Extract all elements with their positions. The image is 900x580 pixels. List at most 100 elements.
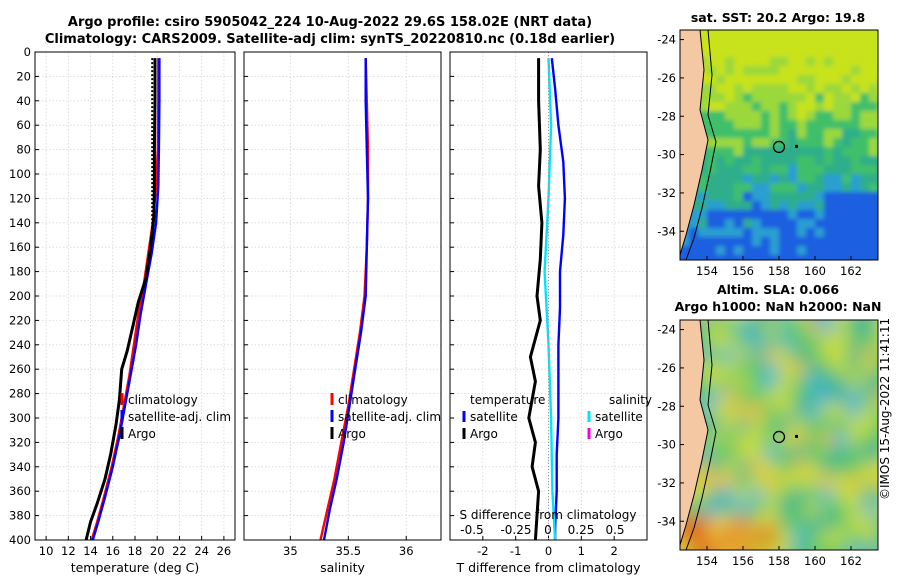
map-cell [860, 93, 870, 103]
map-cell [770, 84, 780, 94]
map-cell [806, 246, 816, 256]
map-cell [779, 129, 789, 139]
map-cell [869, 183, 878, 193]
map-cell [860, 192, 870, 202]
map-cell [736, 390, 751, 405]
map-cell [851, 39, 861, 49]
map-cell [689, 246, 699, 256]
map-cell [860, 210, 870, 220]
map-cell [851, 75, 861, 85]
map-cell [770, 156, 780, 166]
map-cell [842, 120, 852, 130]
map-cell [725, 156, 735, 166]
map-cell [764, 390, 779, 405]
map-cell [779, 246, 789, 256]
map-cell [869, 192, 878, 202]
map-cell [806, 334, 821, 349]
map-cell [851, 228, 861, 238]
map-cell [761, 66, 771, 76]
map-cell [806, 165, 816, 175]
map-cell [761, 192, 771, 202]
map-cell [694, 502, 709, 517]
map-cell [750, 516, 765, 531]
x-tick-label: 36 [399, 544, 414, 558]
map-cell [743, 192, 753, 202]
map-cell [698, 30, 708, 40]
map-cell [806, 156, 816, 166]
map-cell [680, 530, 681, 545]
map-cell [860, 219, 870, 229]
map-cell [750, 488, 765, 503]
map-cell [764, 376, 779, 391]
map-cell [797, 120, 807, 130]
map-cell [788, 57, 798, 67]
map-cell [761, 75, 771, 85]
map-cell [792, 446, 807, 461]
land-mass [680, 320, 709, 546]
map-cell [797, 129, 807, 139]
map-cell [876, 530, 878, 545]
map-cell [752, 174, 762, 184]
map-cell [820, 320, 835, 321]
map-cell [834, 404, 849, 419]
map-cell [806, 376, 821, 391]
map-cell [761, 138, 771, 148]
map-cell [707, 111, 717, 121]
map-cell [725, 138, 735, 148]
map-cell [698, 174, 708, 184]
map-cell [890, 530, 900, 545]
map-cell [890, 376, 900, 391]
map-cell [764, 544, 779, 550]
map-cell [734, 138, 744, 148]
map-x-tick-label: 160 [804, 554, 826, 568]
map-cell [797, 147, 807, 157]
map-cell [851, 120, 861, 130]
map-cell [797, 228, 807, 238]
map-cell [833, 228, 843, 238]
map-cell [752, 147, 762, 157]
map-cell [792, 460, 807, 475]
map-cell [806, 228, 816, 238]
map-cell [806, 57, 816, 67]
map-cell [788, 156, 798, 166]
map-cell [842, 228, 852, 238]
map-cell [788, 210, 798, 220]
map-cell [707, 120, 717, 130]
map-cell [725, 201, 735, 211]
map-cell [770, 228, 780, 238]
map-cell [707, 39, 717, 49]
map-cell [824, 129, 834, 139]
map-cell [824, 57, 834, 67]
map-cell [743, 75, 753, 85]
legend-label: satellite [595, 410, 643, 424]
map-cell [820, 516, 835, 531]
map-cell [779, 102, 789, 112]
map-x-tick-label: 156 [732, 554, 754, 568]
map-cell [876, 474, 878, 489]
map-cell [848, 474, 863, 489]
map-cell [722, 418, 737, 433]
map-cell [750, 348, 765, 363]
map-cell [851, 111, 861, 121]
map-cell [779, 75, 789, 85]
map-cell [862, 362, 877, 377]
map-cell [834, 502, 849, 517]
map-cell [779, 147, 789, 157]
map-cell [750, 418, 765, 433]
map-cell [806, 516, 821, 531]
map-cell [848, 390, 863, 405]
map-cell [736, 320, 751, 321]
map-cell [797, 93, 807, 103]
map-cell [878, 84, 888, 94]
x-tick-label: 16 [105, 544, 120, 558]
map-cell [752, 111, 762, 121]
map-cell [716, 174, 726, 184]
map-x-tick-label: 158 [768, 554, 790, 568]
map-cell [815, 75, 825, 85]
map-cell [797, 138, 807, 148]
map-cell [770, 102, 780, 112]
map-cell [806, 390, 821, 405]
map-cell [764, 418, 779, 433]
map-cell [708, 516, 723, 531]
map-cell [734, 57, 744, 67]
